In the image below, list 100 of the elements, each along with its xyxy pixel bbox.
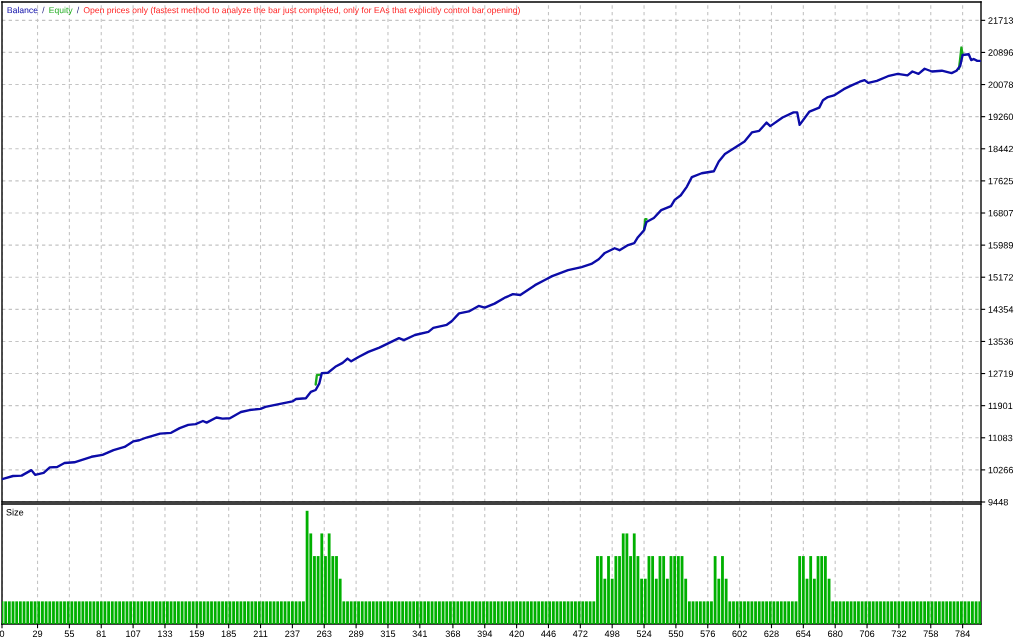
bar [349, 601, 353, 624]
bar [445, 601, 449, 624]
bar [195, 601, 199, 624]
bar [368, 601, 371, 624]
bar [327, 533, 331, 624]
bar [224, 601, 228, 624]
bar [4, 601, 8, 624]
bar [893, 601, 897, 624]
bar [548, 601, 552, 624]
y-tick-label: 20896 [988, 49, 1014, 56]
bar [140, 601, 144, 624]
y-tick-label: 13536 [988, 338, 1014, 345]
bar [823, 556, 827, 624]
bar [412, 601, 416, 624]
bar [735, 601, 739, 624]
bar [574, 601, 577, 624]
bar [875, 601, 879, 624]
bar [713, 556, 717, 624]
x-tick-label: 394 [477, 630, 493, 637]
bar [268, 601, 272, 624]
bar [254, 601, 258, 624]
bar [923, 601, 927, 624]
bar [199, 601, 202, 624]
bar [801, 556, 805, 624]
bar [390, 601, 394, 624]
bar [235, 601, 239, 624]
bar [529, 601, 533, 624]
bar [754, 601, 757, 624]
y-tick-label: 15172 [988, 274, 1013, 281]
bar [287, 601, 291, 624]
bar [360, 601, 364, 624]
bar [415, 601, 419, 624]
x-tick-label: 758 [923, 630, 939, 637]
bar [945, 601, 949, 624]
bar [434, 601, 438, 624]
bar [382, 601, 386, 624]
bar [357, 601, 360, 624]
y-tick-label: 14354 [988, 306, 1014, 313]
bar [625, 533, 629, 624]
bar [662, 556, 666, 624]
bar [404, 601, 408, 624]
bar [485, 601, 489, 624]
x-tick-label: 602 [732, 630, 747, 637]
y-tick-label: 21713 [988, 17, 1014, 24]
bar [937, 601, 941, 624]
bar [676, 556, 680, 624]
bar [184, 601, 188, 624]
bar [213, 601, 217, 624]
annotation: / [76, 6, 80, 14]
bar [926, 601, 930, 624]
bar [188, 601, 191, 624]
bar [423, 601, 427, 624]
bar [452, 601, 456, 624]
bar [52, 601, 55, 624]
line-series [2, 53, 981, 481]
bar [886, 601, 890, 624]
bar [364, 601, 368, 624]
bar [526, 601, 530, 624]
bar [956, 601, 960, 624]
bar [798, 556, 802, 624]
bar [651, 556, 655, 624]
bar [695, 601, 699, 624]
bar [842, 601, 846, 624]
bar [518, 601, 522, 624]
bar [540, 601, 544, 624]
bar [210, 601, 213, 624]
bar [838, 601, 842, 624]
bar [154, 601, 158, 624]
bar [438, 601, 441, 624]
bar [74, 601, 77, 624]
x-tick-label: 289 [348, 630, 364, 637]
x-tick-label: 680 [828, 630, 843, 637]
x-tick-label: 0 [0, 630, 5, 637]
bar [746, 601, 750, 624]
bar [974, 601, 978, 624]
bar [257, 601, 261, 624]
bar [41, 601, 44, 624]
x-tick-label: 628 [764, 630, 779, 637]
bar [673, 556, 677, 624]
bar [393, 601, 397, 624]
bar [959, 601, 963, 624]
bar [706, 601, 710, 624]
bar [456, 601, 460, 624]
bar [912, 601, 916, 624]
bar [860, 601, 864, 624]
bar [585, 601, 588, 624]
bar [750, 601, 754, 624]
bar [59, 601, 63, 624]
bar [426, 601, 430, 624]
bar [967, 601, 971, 624]
x-tick-label: 185 [221, 630, 236, 637]
y-tick-label: 17625 [988, 177, 1014, 185]
bar [228, 601, 232, 624]
annotation: / [42, 6, 45, 14]
bar [890, 601, 893, 624]
bar [790, 601, 794, 624]
bar [206, 601, 210, 624]
bar [915, 601, 919, 624]
x-tick-label: 784 [955, 630, 970, 637]
bar [743, 601, 746, 624]
